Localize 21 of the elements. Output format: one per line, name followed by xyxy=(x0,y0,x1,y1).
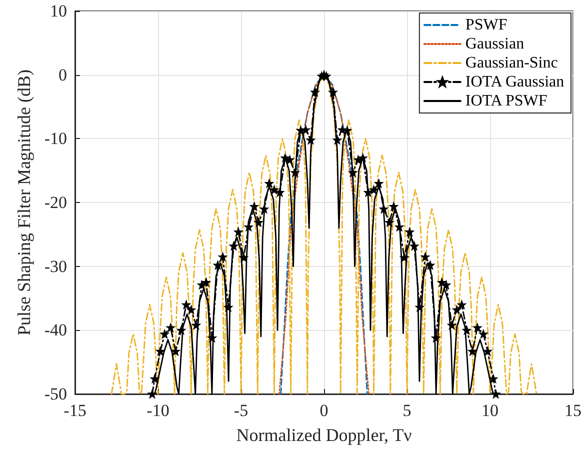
x-tick-label: -5 xyxy=(234,401,248,420)
x-tick-label: 0 xyxy=(320,401,328,420)
y-tick-label: -30 xyxy=(44,256,67,276)
x-tick-label: 15 xyxy=(564,401,582,420)
y-tick-label: -20 xyxy=(44,193,67,212)
legend-label: IOTA PSWF xyxy=(465,92,548,110)
y-axis-title: Pulse Shaping Filter Magnitude (dB) xyxy=(14,70,34,336)
x-tick-label: 5 xyxy=(402,401,412,420)
y-tick-label: -40 xyxy=(44,320,67,340)
x-tick-label: -15 xyxy=(64,401,86,420)
y-tick-label: -10 xyxy=(44,129,67,148)
legend-label: PSWF xyxy=(465,16,508,34)
legend-label: Gaussian xyxy=(465,36,524,52)
y-tick-label: 10 xyxy=(50,2,67,20)
legend-label: IOTA Gaussian xyxy=(465,74,564,90)
x-axis-title: Normalized Doppler, Tν xyxy=(236,425,412,445)
x-tick-label: -10 xyxy=(146,401,170,420)
x-tick-label: 10 xyxy=(482,401,498,420)
y-tick-label: -50 xyxy=(44,384,67,404)
legend-label: Gaussian-Sinc xyxy=(465,54,558,72)
y-tick-label: 0 xyxy=(58,65,67,84)
